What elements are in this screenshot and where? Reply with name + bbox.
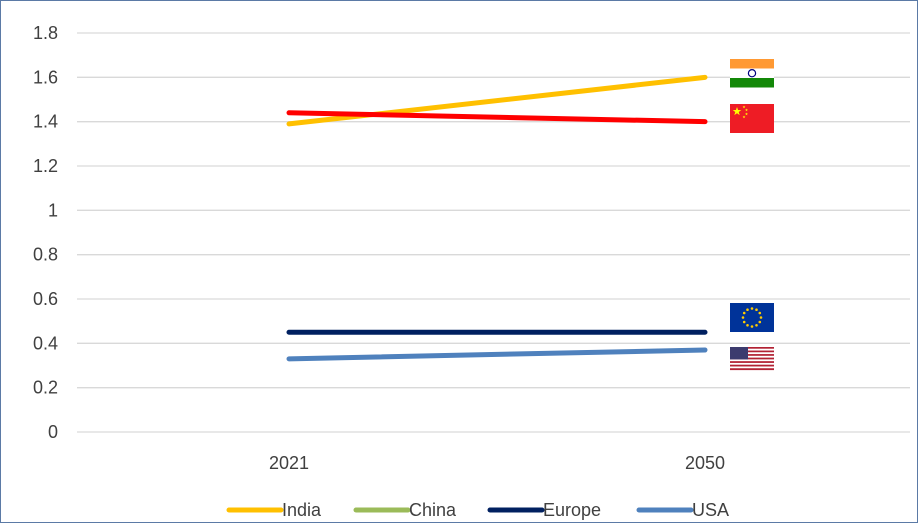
flag-markers — [730, 59, 774, 371]
y-tick-label: 1.2 — [33, 156, 58, 176]
y-tick-label: 1.4 — [33, 112, 58, 132]
legend-label-india: India — [282, 500, 322, 520]
eu-flag-icon — [730, 303, 774, 332]
y-tick-label: 1 — [48, 200, 58, 220]
y-tick-label: 0.2 — [33, 378, 58, 398]
gridlines — [77, 32, 910, 433]
china-flag-icon — [730, 104, 774, 133]
legend-label-europe: Europe — [543, 500, 601, 520]
y-tick-label: 0.8 — [33, 245, 58, 265]
y-axis-ticks: 0 0.2 0.4 0.6 0.8 1 1.2 1.4 1.6 1.8 — [33, 23, 58, 442]
usa-flag-icon — [730, 347, 774, 371]
x-tick-label: 2021 — [269, 453, 309, 473]
series-lines — [286, 74, 708, 362]
y-tick-label: 0 — [48, 422, 58, 442]
series-line-china — [286, 110, 708, 125]
y-tick-label: 1.8 — [33, 23, 58, 43]
x-tick-label: 2050 — [685, 453, 725, 473]
y-tick-label: 0.6 — [33, 289, 58, 309]
legend-label-china: China — [409, 500, 457, 520]
series-line-usa — [286, 347, 708, 362]
legend: India China Europe USA — [226, 500, 729, 520]
legend-label-usa: USA — [692, 500, 729, 520]
y-tick-label: 1.6 — [33, 67, 58, 87]
x-axis-ticks: 2021 2050 — [269, 453, 725, 473]
y-tick-label: 0.4 — [33, 333, 58, 353]
india-flag-icon — [730, 59, 774, 88]
